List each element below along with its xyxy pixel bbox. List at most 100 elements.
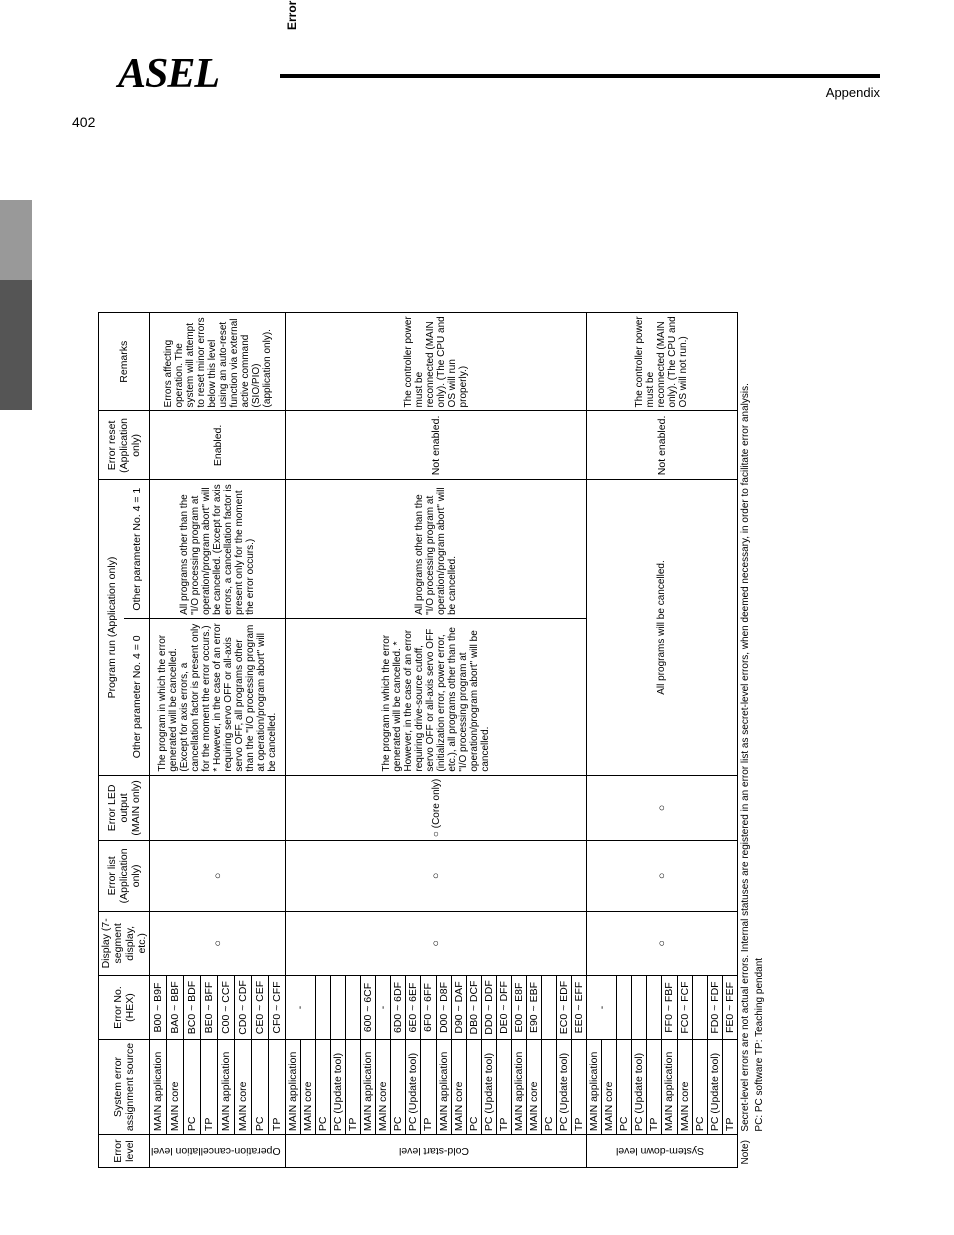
col-hex: Error No. (HEX) <box>99 976 150 1040</box>
cell-display: ○ <box>150 911 286 976</box>
cell-hex: FE0 ~ FEF <box>722 976 737 1040</box>
col-p0: Other parameter No. 4 = 0 <box>124 618 150 775</box>
cell-errorlist: ○ <box>587 841 738 911</box>
cell-errorled <box>150 775 286 841</box>
cell-p1: All programs other than the "I/O process… <box>150 480 286 619</box>
cell-remarks: Errors affecting operation. The system w… <box>150 313 286 411</box>
cell-hex: - <box>587 976 617 1040</box>
cell-source: TP <box>268 1039 285 1134</box>
note-legend-row: PC: PC software TP: Teaching pendant <box>752 313 767 1168</box>
cell-source: TP <box>421 1039 436 1134</box>
cell-hex: BA0 ~ BBF <box>167 976 184 1040</box>
cell-remarks: The controller power must be reconnected… <box>285 313 586 411</box>
cell-hex: C00 ~ CCF <box>218 976 235 1040</box>
col-error-level: Error level <box>99 1135 150 1168</box>
note-row: Note) Secret-level errors are not actual… <box>737 313 752 1168</box>
cell-p0: The program in which the error generated… <box>150 618 286 775</box>
cell-reset: Not enabled. <box>587 411 738 480</box>
col-display: Display (7-segment display, etc.) <box>99 911 150 976</box>
cell-hex <box>346 976 361 1040</box>
cell-source: PC (Update tool) <box>481 1039 496 1134</box>
cell-source: PC <box>316 1039 331 1134</box>
cell-hex: DE0 ~ DFF <box>496 976 511 1040</box>
cell-hex: FD0 ~ FDF <box>707 976 722 1040</box>
cell-source: PC (Update tool) <box>331 1039 346 1134</box>
cell-hex: EE0 ~ EFF <box>572 976 587 1040</box>
cell-hex: E90 ~ EBF <box>526 976 541 1040</box>
cell-hex <box>316 976 331 1040</box>
cell-p1: All programs other than the "I/O process… <box>285 480 586 619</box>
logo-rule <box>280 74 880 78</box>
table-row: System-down level MAIN application - ○ ○… <box>587 313 602 1168</box>
cell-source: MAIN application <box>587 1039 602 1134</box>
level-cold-start: Cold-start level <box>285 1135 586 1168</box>
cell-hex: 6D0 ~ 6DF <box>391 976 406 1040</box>
cell-source: PC <box>617 1039 632 1134</box>
table-row: Cold-start level MAIN application - ○ ○ … <box>285 313 300 1168</box>
cell-source: PC <box>466 1039 481 1134</box>
cell-errorled: ○ <box>587 775 738 841</box>
cell-hex: DB0 ~ DCF <box>466 976 481 1040</box>
col-remarks: Remarks <box>99 313 150 411</box>
cell-source: MAIN application <box>511 1039 526 1134</box>
cell-hex <box>647 976 662 1040</box>
cell-source: MAIN core <box>300 1039 315 1134</box>
cell-source: TP <box>346 1039 361 1134</box>
cell-source: TP <box>647 1039 662 1134</box>
cell-source: MAIN application <box>662 1039 677 1134</box>
cell-hex: E00 ~ E8F <box>511 976 526 1040</box>
cell-hex: CF0 ~ CFF <box>268 976 285 1040</box>
cell-errorled: ○ (Core only) <box>285 775 586 841</box>
cell-hex <box>632 976 647 1040</box>
cell-hex <box>541 976 556 1040</box>
page-number: 402 <box>72 114 95 130</box>
cell-source: PC (Update tool) <box>557 1039 572 1134</box>
cell-hex <box>617 976 632 1040</box>
cell-hex: B00 ~ B9F <box>150 976 167 1040</box>
cell-hex: - <box>376 976 391 1040</box>
cell-source: MAIN core <box>235 1039 252 1134</box>
cell-display: ○ <box>587 911 738 976</box>
note-body: Secret-level errors are not actual error… <box>737 313 752 1135</box>
cell-source: MAIN core <box>602 1039 617 1134</box>
side-tab: Appendix <box>0 280 32 410</box>
cell-hex: BC0 ~ BDF <box>184 976 201 1040</box>
cell-source: PC <box>541 1039 556 1134</box>
cell-hex: EC0 ~ EDF <box>557 976 572 1040</box>
cell-source: TP <box>722 1039 737 1134</box>
cell-source: MAIN core <box>167 1039 184 1134</box>
cell-p0: All programs will be cancelled. <box>587 480 738 775</box>
cell-errorlist: ○ <box>285 841 586 911</box>
cell-source: TP <box>201 1039 218 1134</box>
cell-source: MAIN application <box>436 1039 451 1134</box>
col-source: System error assignment source <box>99 1039 150 1134</box>
cell-hex: FF0 ~ FBF <box>662 976 677 1040</box>
cell-source: TP <box>496 1039 511 1134</box>
error-level-table: Error level System error assignment sour… <box>98 312 767 1168</box>
col-error-reset: Error reset (Application only) <box>99 411 150 480</box>
cell-source: PC (Update tool) <box>406 1039 421 1134</box>
cell-source: MAIN application <box>361 1039 376 1134</box>
cell-reset: Not enabled. <box>285 411 586 480</box>
header-title: Error Level Control <box>285 0 299 30</box>
appendix-corner: Appendix <box>826 85 880 100</box>
cell-source: PC <box>391 1039 406 1134</box>
cell-source: MAIN core <box>526 1039 541 1134</box>
cell-source: PC (Update tool) <box>632 1039 647 1134</box>
cell-display: ○ <box>285 911 586 976</box>
cell-hex: FC0 ~ FCF <box>677 976 692 1040</box>
cell-source: MAIN application <box>285 1039 300 1134</box>
cell-source: MAIN application <box>218 1039 235 1134</box>
cell-source: MAIN core <box>376 1039 391 1134</box>
cell-hex <box>331 976 346 1040</box>
cell-hex: - <box>285 976 315 1040</box>
cell-source: MAIN core <box>677 1039 692 1134</box>
cell-errorlist: ○ <box>150 841 286 911</box>
cell-source: PC <box>251 1039 268 1134</box>
cell-hex: 6F0 ~ 6FF <box>421 976 436 1040</box>
cell-hex: D90 ~ DAF <box>451 976 466 1040</box>
note-lead: Note) <box>737 1135 752 1168</box>
cell-reset: Enabled. <box>150 411 286 480</box>
level-op-cancel: Operation-cancellation level <box>150 1135 286 1168</box>
cell-source: PC <box>184 1039 201 1134</box>
